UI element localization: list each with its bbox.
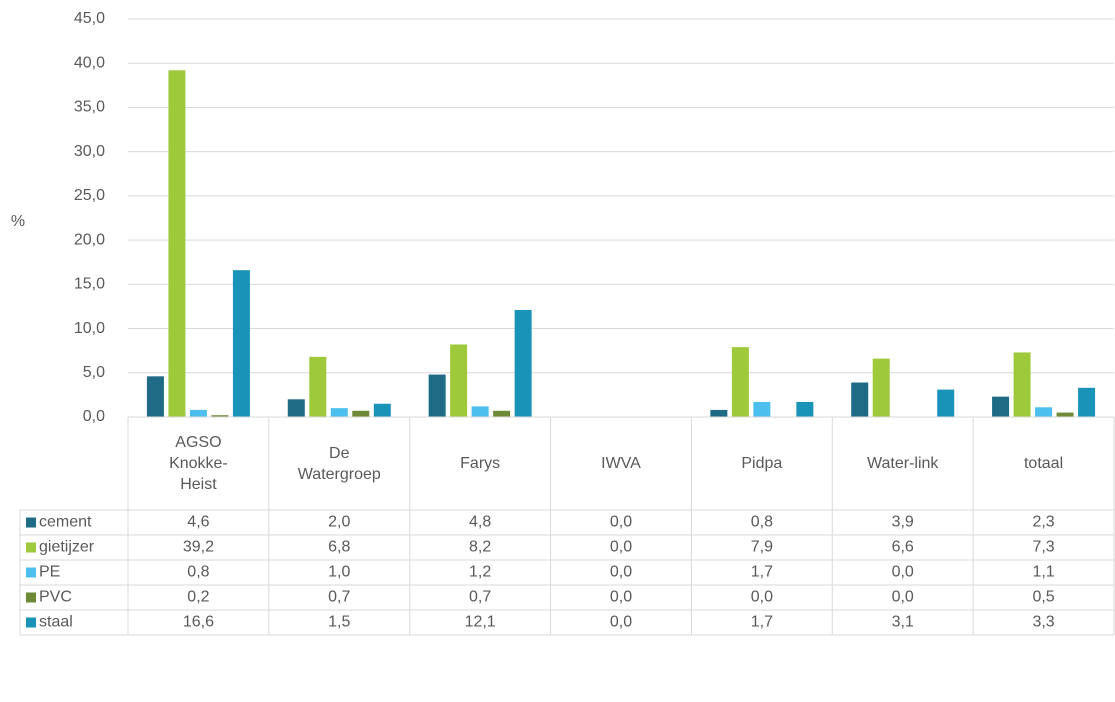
y-tick-label: 5,0 bbox=[83, 364, 105, 381]
y-tick-label: 25,0 bbox=[74, 187, 105, 204]
legend-label: gietijzer bbox=[39, 539, 95, 556]
y-tick-label: 0,0 bbox=[83, 408, 105, 425]
data-label: 0,8 bbox=[187, 564, 209, 581]
data-label: 0,0 bbox=[892, 564, 914, 581]
bar bbox=[471, 406, 489, 417]
y-tick-label: 35,0 bbox=[74, 99, 105, 116]
legend-swatch bbox=[26, 567, 36, 578]
x-tick-label: Farys bbox=[460, 455, 501, 472]
data-label: 7,9 bbox=[751, 539, 773, 556]
data-label: 0,0 bbox=[610, 539, 632, 556]
bar bbox=[287, 399, 305, 417]
bar bbox=[851, 382, 869, 417]
y-tick-label: 10,0 bbox=[74, 320, 105, 337]
legend-swatch bbox=[26, 542, 36, 553]
data-label: 8,2 bbox=[469, 539, 491, 556]
data-label: 39,2 bbox=[183, 539, 214, 556]
bar bbox=[514, 309, 532, 417]
data-label: 0,2 bbox=[187, 589, 209, 606]
legend-swatch bbox=[26, 617, 36, 628]
data-label: 0,8 bbox=[751, 514, 773, 531]
data-label: 0,0 bbox=[610, 514, 632, 531]
data-label: 12,1 bbox=[465, 614, 496, 631]
data-label: 1,1 bbox=[1032, 564, 1054, 581]
bar bbox=[168, 70, 186, 417]
bar bbox=[710, 409, 728, 417]
legend-swatch bbox=[26, 517, 36, 528]
data-label: 1,5 bbox=[328, 614, 350, 631]
data-label: 1,7 bbox=[751, 614, 773, 631]
data-label: 1,7 bbox=[751, 564, 773, 581]
x-tick-label: Water-link bbox=[866, 455, 939, 472]
bar bbox=[1013, 352, 1031, 417]
bar bbox=[796, 401, 814, 417]
legend-label: staal bbox=[39, 614, 73, 631]
bar bbox=[937, 389, 955, 417]
y-tick-label: 45,0 bbox=[74, 10, 105, 27]
data-label: 4,6 bbox=[187, 514, 209, 531]
bar bbox=[428, 374, 446, 417]
data-label: 0,5 bbox=[1032, 589, 1054, 606]
data-label: 6,8 bbox=[328, 539, 350, 556]
data-label: 0,7 bbox=[469, 589, 491, 606]
bar bbox=[731, 347, 749, 417]
data-label: 16,6 bbox=[183, 614, 214, 631]
data-label: 3,1 bbox=[892, 614, 914, 631]
data-label: 0,7 bbox=[328, 589, 350, 606]
bar bbox=[753, 401, 771, 417]
data-label: 1,0 bbox=[328, 564, 350, 581]
x-tick-label: De Watergroep bbox=[297, 444, 381, 483]
bar bbox=[493, 410, 511, 417]
data-label: 0,0 bbox=[751, 589, 773, 606]
x-tick-label: IWVA bbox=[601, 455, 641, 472]
bar bbox=[352, 410, 370, 417]
y-tick-label: 30,0 bbox=[74, 143, 105, 160]
x-tick-label: totaal bbox=[1023, 455, 1064, 472]
bar bbox=[1035, 407, 1053, 417]
bar bbox=[232, 270, 250, 417]
bar bbox=[1056, 412, 1074, 417]
bar bbox=[373, 403, 391, 417]
bar bbox=[872, 358, 890, 417]
y-tick-label: 15,0 bbox=[74, 276, 105, 293]
legend-swatch bbox=[26, 592, 36, 603]
data-label: 0,0 bbox=[610, 614, 632, 631]
data-label: 4,8 bbox=[469, 514, 491, 531]
bar bbox=[309, 356, 327, 417]
legend-label: PVC bbox=[39, 589, 72, 606]
bar bbox=[1078, 387, 1096, 417]
data-label: 1,2 bbox=[469, 564, 491, 581]
data-label: 0,0 bbox=[892, 589, 914, 606]
bar bbox=[330, 408, 348, 417]
y-tick-label: 40,0 bbox=[74, 54, 105, 71]
x-tick-label: Pidpa bbox=[741, 455, 783, 472]
data-label: 0,0 bbox=[610, 589, 632, 606]
bar bbox=[146, 376, 164, 417]
data-label: 6,6 bbox=[892, 539, 914, 556]
bar bbox=[189, 409, 207, 417]
data-label: 2,3 bbox=[1032, 514, 1054, 531]
data-label: 3,3 bbox=[1032, 614, 1054, 631]
data-label: 2,0 bbox=[328, 514, 350, 531]
y-tick-label: 20,0 bbox=[74, 231, 105, 248]
data-label: 0,0 bbox=[610, 564, 632, 581]
bar bbox=[992, 396, 1010, 417]
bar bbox=[211, 415, 229, 417]
data-label: 3,9 bbox=[892, 514, 914, 531]
legend-label: cement bbox=[39, 514, 92, 531]
x-tick-label: AGSO Knokke-Heist bbox=[169, 434, 228, 493]
legend-label: PE bbox=[39, 564, 60, 581]
y-axis-label: % bbox=[11, 213, 25, 230]
data-label: 7,3 bbox=[1032, 539, 1054, 556]
bar bbox=[450, 344, 468, 417]
